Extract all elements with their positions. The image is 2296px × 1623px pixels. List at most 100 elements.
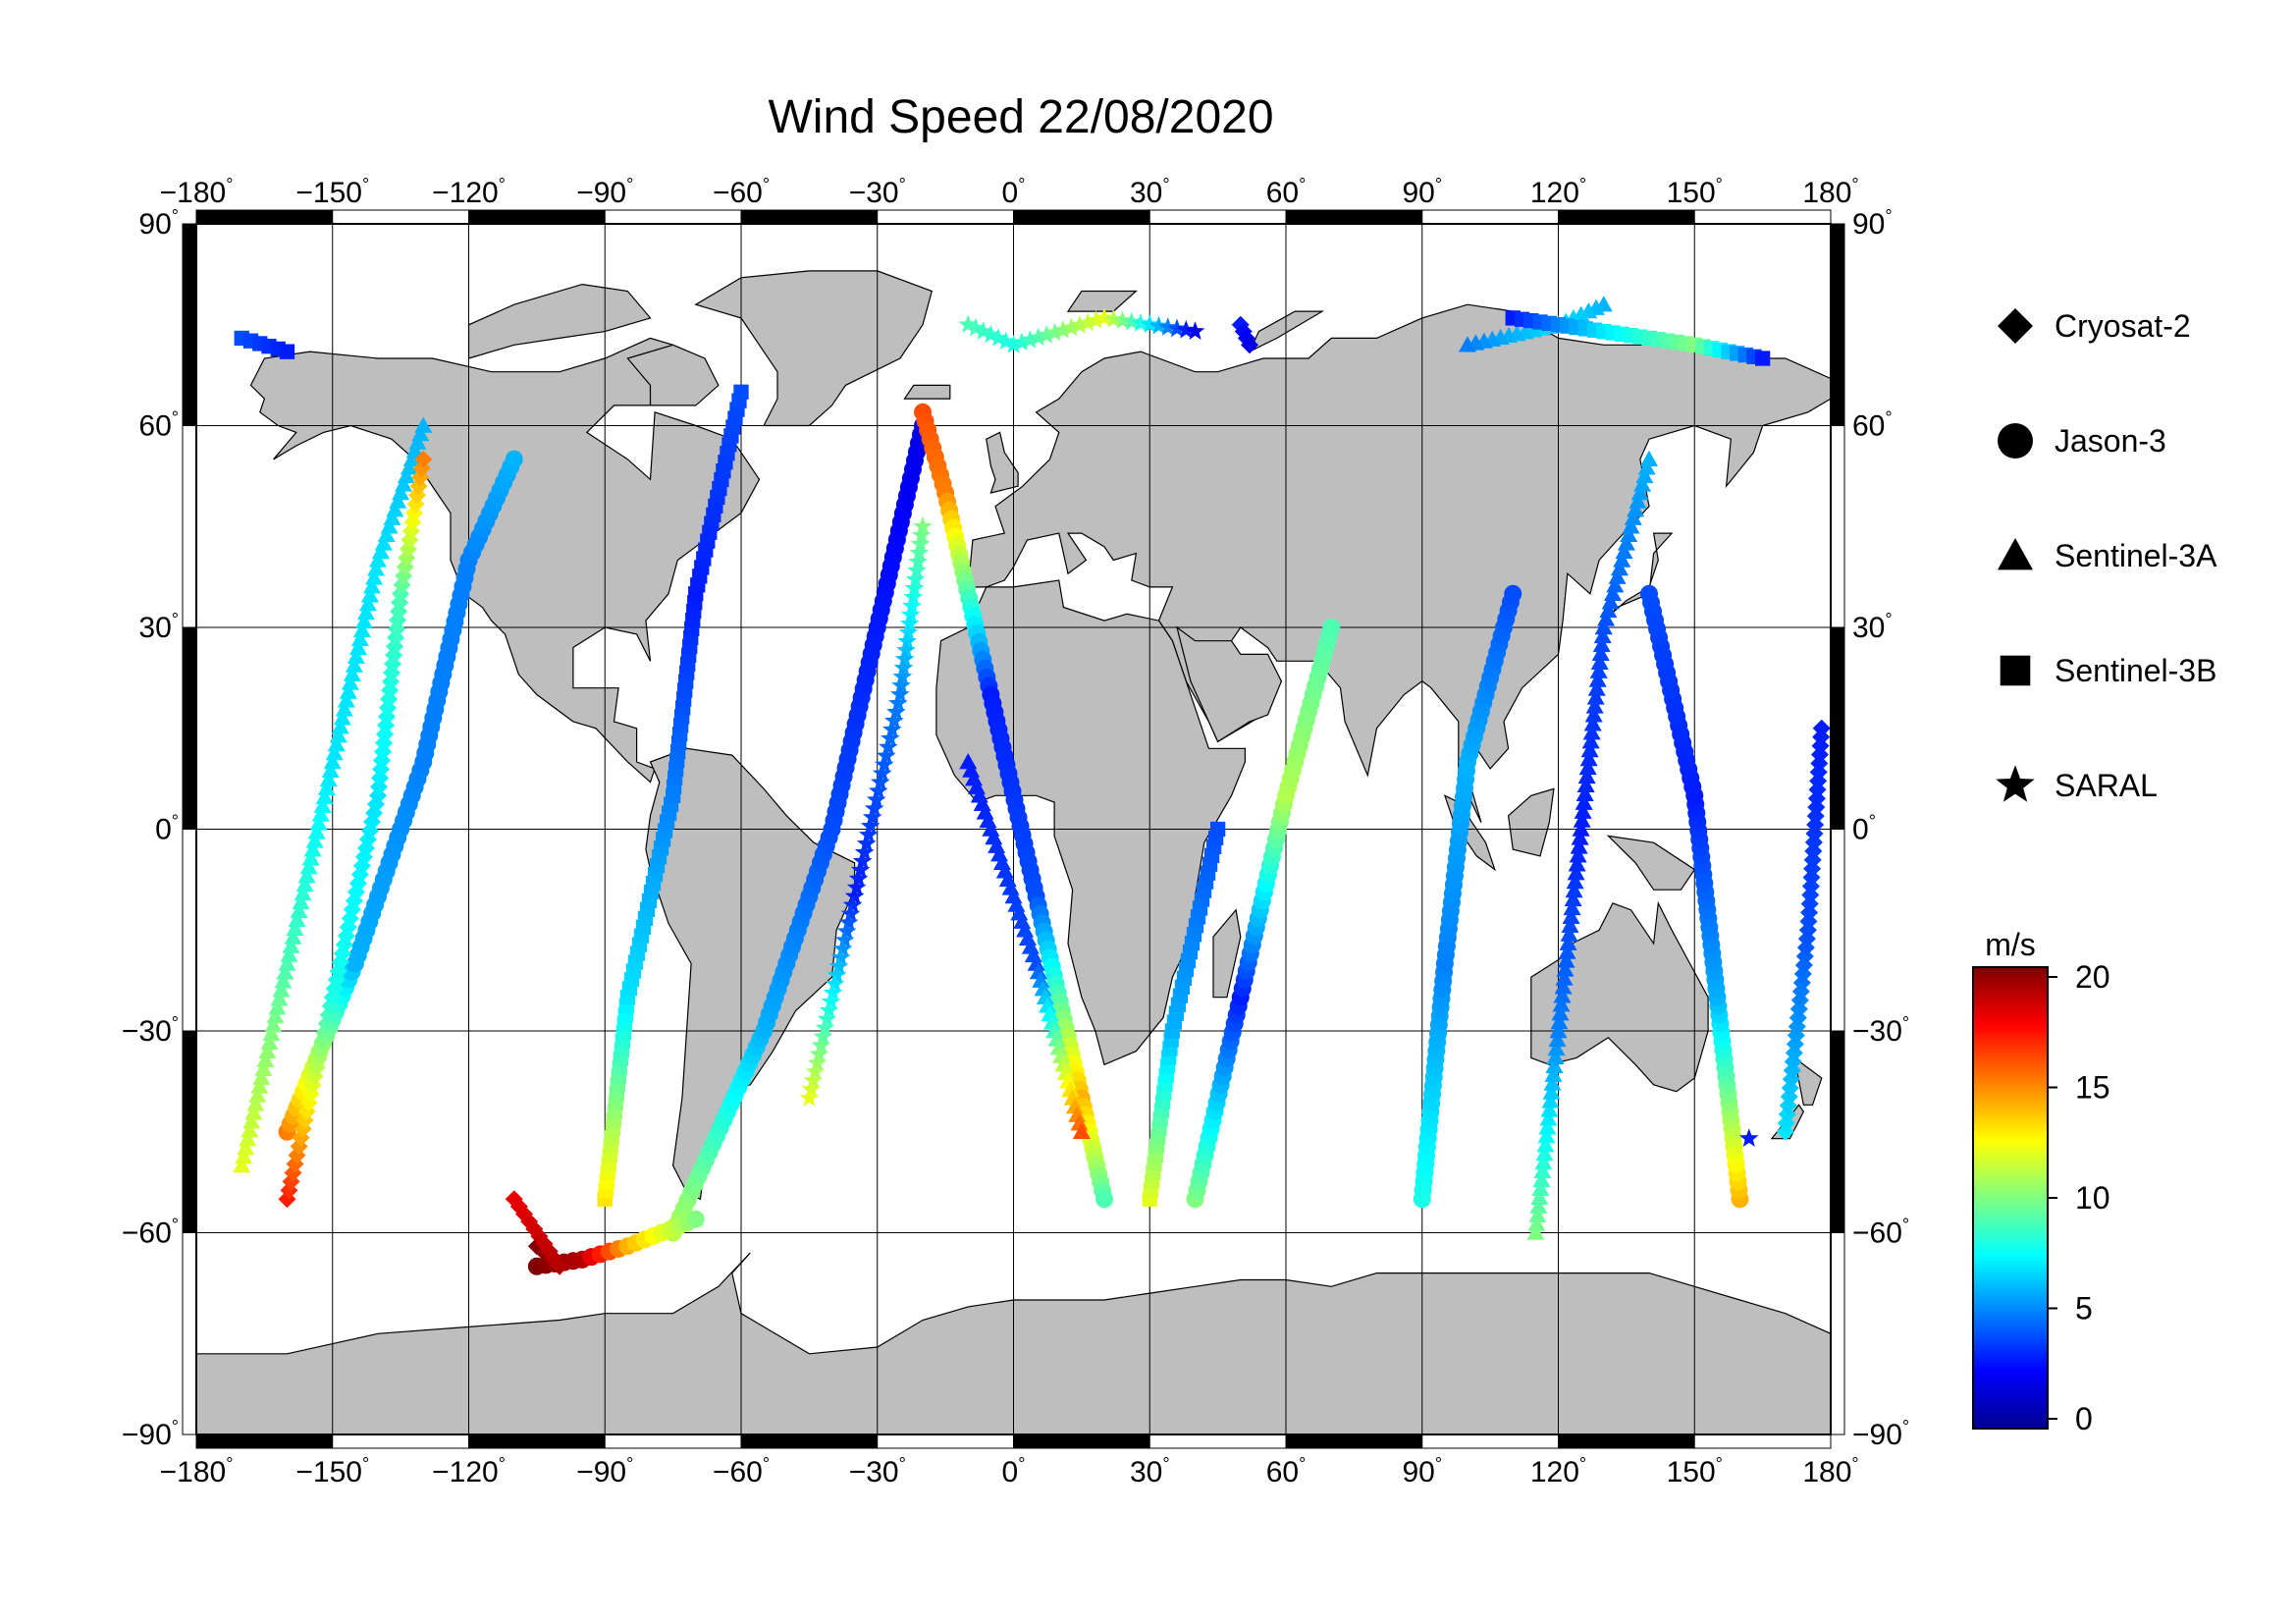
triangle-marker: [260, 1033, 279, 1051]
triangle-marker: [352, 621, 371, 638]
triangle-marker: [1610, 560, 1629, 576]
star-marker: [1148, 315, 1169, 335]
star-marker: [1037, 325, 1056, 344]
tick-label: −30°: [1852, 1013, 1909, 1048]
star-marker: [834, 930, 855, 948]
triangle-marker: [297, 867, 316, 884]
star-marker: [827, 965, 847, 984]
triangle-marker: [1578, 758, 1597, 776]
track-sentinel-3a: [233, 416, 433, 1173]
triangle-marker: [1575, 784, 1594, 801]
tick-label: 60°: [1852, 408, 1893, 443]
triangle-marker: [303, 840, 322, 857]
triangle-marker: [250, 1077, 269, 1094]
frame-segment-top: [1285, 209, 1423, 225]
triangle-marker: [1552, 996, 1571, 1012]
star-marker: [807, 1053, 828, 1072]
frame-segment-left: [182, 1030, 197, 1233]
star-marker: [850, 859, 871, 879]
frame-segment-bottom: [1421, 1434, 1559, 1449]
triangle-marker: [1569, 846, 1587, 863]
triangle-marker: [1580, 741, 1599, 758]
legend-item-label: Cryosat-2: [2055, 308, 2191, 344]
tick-label: −120°: [432, 1454, 506, 1488]
circle-marker: [1504, 584, 1522, 603]
star-marker: [874, 754, 894, 774]
legend-item-label: Sentinel-3A: [2055, 538, 2217, 573]
triangle-marker: [395, 475, 413, 492]
triangle-marker: [1059, 1072, 1077, 1089]
star-marker: [890, 684, 910, 703]
triangle-marker: [341, 674, 359, 690]
diamond-marker: [1241, 336, 1258, 354]
frame-segment-bottom: [195, 1434, 334, 1449]
triangle-marker: [1533, 1162, 1552, 1179]
land-svalbard: [1066, 290, 1138, 312]
tick-label: −60°: [122, 1216, 179, 1250]
frame-segment-top: [195, 209, 334, 225]
star-marker: [844, 886, 865, 905]
triangle-marker: [1039, 997, 1057, 1013]
triangle-marker: [244, 1104, 263, 1120]
triangle-marker: [1532, 1170, 1551, 1188]
star-marker: [864, 798, 884, 817]
triangle-marker: [333, 709, 351, 726]
star-marker: [913, 515, 933, 535]
star-marker: [1112, 310, 1133, 329]
legend-item-label: Jason-3: [2055, 423, 2166, 459]
track-sentinel-3b: [1505, 310, 1771, 366]
star-marker: [966, 317, 986, 337]
star-marker: [908, 552, 928, 570]
triangle-marker: [1553, 987, 1572, 1003]
star-marker: [911, 524, 932, 544]
star-marker: [868, 781, 888, 800]
triangle-marker: [272, 981, 291, 998]
frame-segment-top: [1558, 209, 1695, 225]
star-marker: [1996, 765, 2035, 802]
triangle-marker: [1613, 551, 1631, 568]
land-iceland: [903, 384, 951, 400]
star-marker: [901, 605, 921, 623]
triangle-marker: [1540, 1101, 1559, 1117]
star-marker: [904, 578, 925, 597]
track-jason-3: [1413, 584, 1522, 1209]
triangle-marker: [1601, 593, 1620, 610]
triangle-marker: [402, 450, 421, 466]
triangle-marker: [1555, 969, 1574, 986]
star-marker: [1020, 330, 1041, 349]
star-marker: [825, 974, 845, 993]
star-marker: [894, 649, 915, 668]
triangle-marker: [1593, 626, 1612, 644]
triangle-marker: [1049, 1039, 1068, 1055]
tick-label: 90°: [1852, 206, 1893, 241]
track-cryosat-2: [505, 1190, 568, 1275]
triangle-marker: [1556, 960, 1575, 977]
triangle-marker: [264, 1016, 283, 1033]
triangle-marker: [1544, 1065, 1563, 1082]
triangle-marker: [299, 858, 318, 875]
star-marker: [1061, 317, 1082, 337]
star-marker: [973, 321, 993, 340]
star-marker: [819, 1000, 839, 1019]
triangle-marker: [1592, 635, 1611, 653]
triangle-marker: [242, 1112, 261, 1129]
triangle-marker: [1529, 1197, 1548, 1214]
star-marker: [856, 834, 877, 852]
star-marker: [1069, 315, 1090, 334]
frame-segment-right: [1830, 829, 1845, 1032]
tick-label: −180°: [160, 175, 234, 209]
star-marker: [888, 693, 908, 712]
star-marker: [893, 658, 914, 676]
colorbar: m/s 0 5 10 15 20: [1972, 927, 2110, 1436]
triangle-marker: [1622, 517, 1640, 534]
tick-label: 60°: [138, 408, 179, 443]
track-sentinel-3b: [234, 330, 295, 359]
star-marker: [909, 542, 930, 562]
triangle-marker: [1624, 509, 1642, 525]
star-marker: [817, 1008, 837, 1028]
triangle-marker: [1559, 934, 1577, 950]
triangle-marker: [237, 1139, 255, 1156]
star-marker: [1086, 310, 1106, 329]
triangle-marker: [1640, 450, 1658, 466]
triangle-marker: [1604, 584, 1622, 601]
